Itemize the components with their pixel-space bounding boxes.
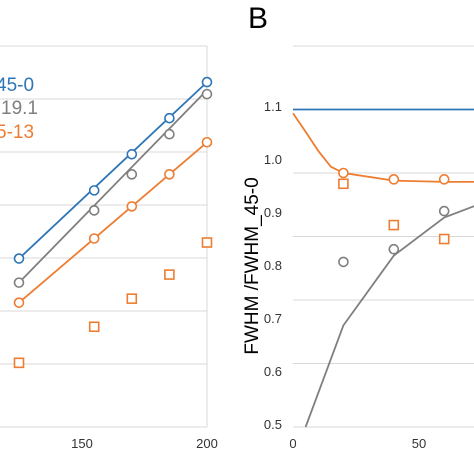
panel-a-series-2-point-0 (13, 297, 25, 308)
panel-b-y-tick-0-8: 0.8 (264, 258, 282, 273)
panel-b-y-axis-label: FWHM /FWHM_45-0 (242, 177, 263, 354)
panel-a-series-0-point-0 (13, 253, 25, 264)
panel-b-y-tick-0-7: 0.7 (264, 311, 282, 326)
panel-b-series-3-point-1 (388, 243, 400, 255)
panel-a-series-1-line (18, 89, 208, 284)
panel-a-series-2-point-2 (126, 201, 138, 212)
legend-19-1: 19.1 (1, 98, 38, 119)
panel-b-series-1-point-1 (388, 174, 400, 185)
panel-b-series-2-point-1 (388, 219, 400, 231)
panel-b-series-3-point-2 (438, 205, 450, 217)
panel-b-series-1-point-2 (438, 174, 450, 185)
panel-b-y-tick-0-9: 0.9 (264, 205, 282, 220)
panel-a-series-1-point-1 (88, 205, 100, 216)
panel-b-plot (292, 45, 474, 428)
panel-b-label: B (248, 2, 268, 35)
panel-a-series-1-point-2 (126, 169, 138, 180)
panel-b-y-tick-0-5: 0.5 (264, 417, 282, 432)
panel-a-series-0-point-1 (88, 185, 100, 196)
panel-a-series-3-point-3 (164, 269, 175, 280)
panel-a-series-2-point-3 (164, 169, 175, 180)
panel-b-x-tick-0: 0 (289, 436, 296, 451)
panel-a-series-1-point-3 (164, 128, 175, 140)
legend-5-13: 5-13 (0, 122, 34, 143)
panel-b-y-tick-1-0: 1.0 (264, 152, 282, 167)
panel-a-series-0-point-4 (201, 76, 213, 88)
panel-b-series-1-line (292, 112, 474, 183)
panel-a-series-2-line (18, 141, 208, 304)
panel-a-series-3-point-1 (88, 321, 100, 333)
panel-b-series-3-point-0 (338, 256, 349, 268)
panel-a-series-0-point-3 (164, 112, 175, 124)
legend-45-0: 45-0 (0, 75, 34, 96)
panel-a-series-0-line (18, 81, 208, 260)
panel-a-series-1-point-4 (201, 88, 213, 100)
panel-a-series-3-point-4 (201, 237, 213, 248)
panel-a-series-3-point-0 (13, 357, 25, 369)
panel-a-series-1-point-0 (13, 277, 25, 288)
panel-b-series-2-point-2 (438, 233, 450, 245)
panel-b-x-tick-50: 50 (412, 436, 426, 451)
panel-b-y-tick-1-1: 1.1 (264, 99, 282, 114)
panel-b-y-tick-0-6: 0.6 (264, 364, 282, 379)
panel-b-series-3-line (304, 205, 474, 428)
panel-a-series-2-point-1 (88, 233, 100, 244)
panel-b-series-2-point-0 (338, 178, 349, 190)
panel-a-x-tick-200: 200 (196, 436, 218, 451)
panel-a-x-tick-150: 150 (71, 436, 93, 451)
panel-a-series-2-point-4 (201, 136, 213, 148)
panel-a-series-0-point-2 (126, 148, 138, 160)
panel-b-series-1-point-0 (338, 167, 349, 179)
panel-a-series-3-point-2 (126, 293, 138, 304)
panel-a-plot (0, 45, 213, 428)
